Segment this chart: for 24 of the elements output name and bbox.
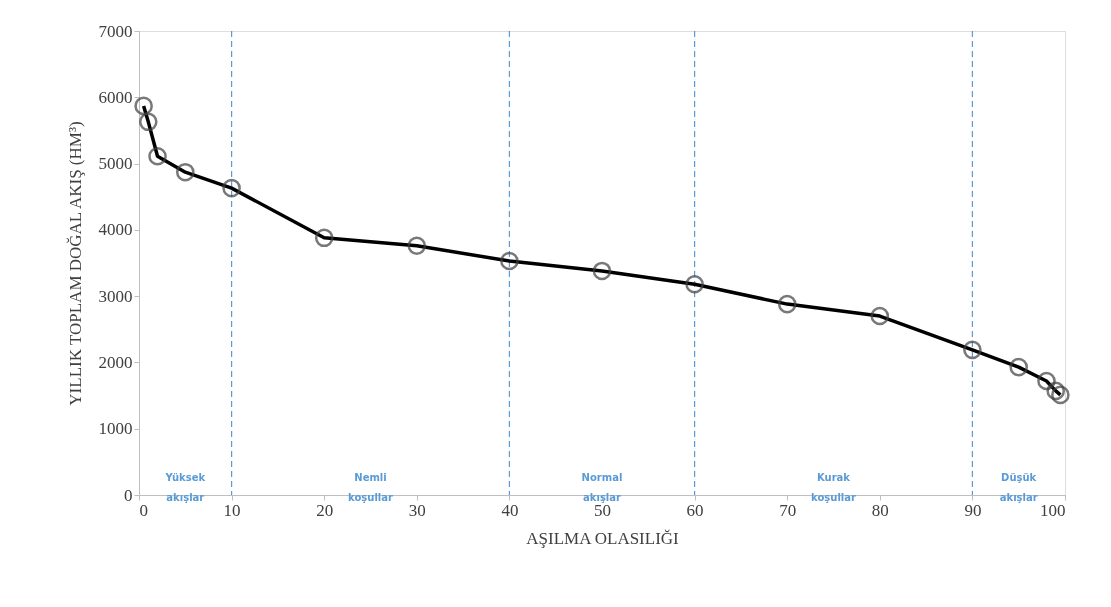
x-tick-label: 30 xyxy=(408,500,426,520)
y-tick-label: 5000 xyxy=(98,154,133,174)
annotation: Düşük akışlar xyxy=(999,472,1038,503)
x-tick-label: 100 xyxy=(1040,500,1066,520)
y-tick-label: 0 xyxy=(124,485,133,505)
x-tick-label: 90 xyxy=(964,500,982,520)
annotation: Nemli koşullar xyxy=(348,472,393,503)
y-tick-label: 2000 xyxy=(98,352,133,372)
y-tick-label: 6000 xyxy=(98,87,133,107)
x-axis-title: AŞILMA OLASILIĞI xyxy=(526,528,680,548)
y-axis-title: YILLIK TOPLAM DOĞAL AKIŞ (HM³) xyxy=(65,121,85,406)
y-tick-label: 4000 xyxy=(98,220,133,240)
y-tick-label: 3000 xyxy=(98,286,133,306)
x-tick-label: 40 xyxy=(501,500,519,520)
x-tick-label: 20 xyxy=(316,500,334,520)
annotation: Yüksek akışlar xyxy=(164,472,206,503)
x-tick-label: 60 xyxy=(686,500,704,520)
y-tick-label: 1000 xyxy=(98,419,133,439)
y-tick-label: 7000 xyxy=(98,21,133,41)
x-tick-label: 70 xyxy=(779,500,797,520)
annotation: Kurak koşullar xyxy=(811,472,856,503)
x-tick-label: 10 xyxy=(223,500,241,520)
x-tick-label: 0 xyxy=(139,500,148,520)
x-tick-label: 80 xyxy=(871,500,889,520)
